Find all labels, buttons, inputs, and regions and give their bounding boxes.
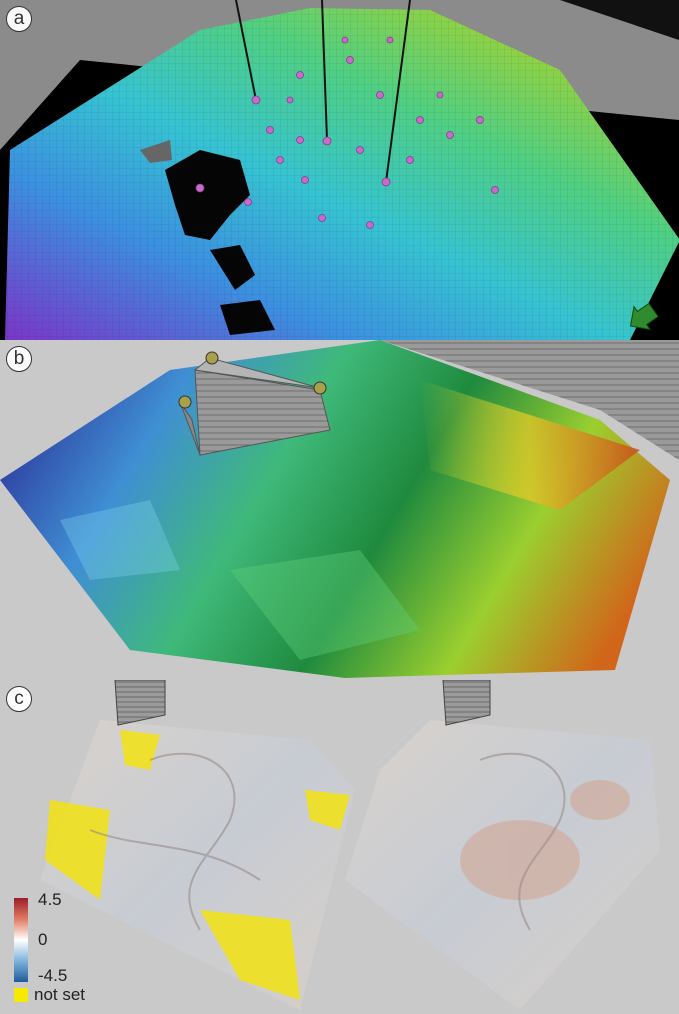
well-line — [321, 0, 328, 141]
panel-a-scene — [0, 0, 679, 340]
panel-b-scene — [0, 340, 679, 678]
well-line — [235, 0, 257, 101]
panel-c: c 4.5 0 -4.5 not set — [0, 680, 679, 1014]
seismic-box — [178, 351, 331, 456]
color-legend: 4.5 0 -4.5 not set — [12, 890, 132, 1008]
north-arrow-icon — [629, 302, 659, 331]
legend-mid: 0 — [38, 930, 48, 949]
panel-a: a — [0, 0, 679, 340]
well-marker — [178, 395, 192, 409]
panel-c-scene — [40, 680, 660, 1010]
well-markers — [195, 36, 499, 229]
not-set-patches — [45, 730, 350, 1000]
surface-c-right — [345, 720, 660, 1010]
panel-label-a: a — [6, 6, 32, 32]
panel-b: b — [0, 340, 679, 680]
color-scale-bar — [14, 898, 28, 982]
legend-max: 4.5 — [38, 890, 62, 909]
well-marker — [205, 351, 219, 365]
panel-label-c: c — [6, 686, 32, 712]
well-marker — [313, 381, 327, 395]
seismic-cube-right — [442, 680, 491, 726]
gap-patch — [165, 150, 250, 240]
well-line — [385, 0, 411, 183]
legend-min: -4.5 — [38, 966, 68, 985]
not-set-swatch — [14, 988, 28, 1002]
legend-not-set: not set — [34, 985, 86, 1004]
seismic-cube-left — [114, 680, 166, 726]
seismic-section — [380, 340, 679, 460]
panel-label-b: b — [6, 346, 32, 372]
